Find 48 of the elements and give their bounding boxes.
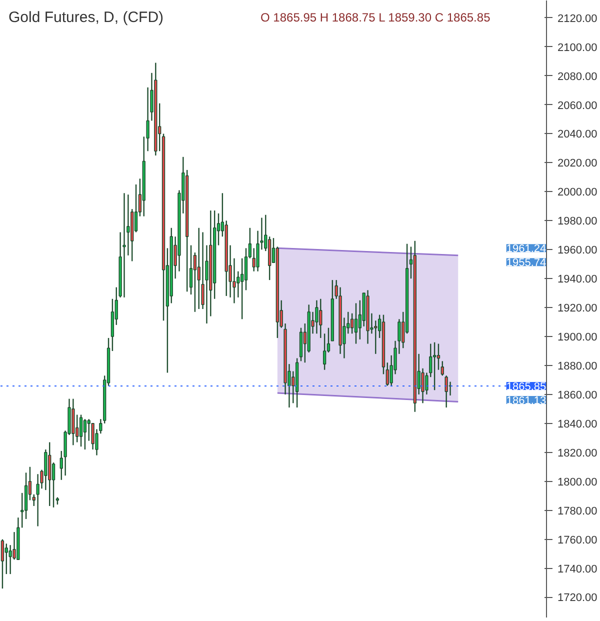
candlestick <box>122 192 126 298</box>
y-tick-label: 1880.00 <box>558 360 598 372</box>
y-tick-label: 1780.00 <box>558 505 598 518</box>
y-tick-label: 1960.00 <box>558 244 598 257</box>
y-tick-label: 2100.00 <box>558 42 598 54</box>
y-tick-label: 2020.00 <box>558 158 598 170</box>
y-tick-label: 1820.00 <box>558 447 598 460</box>
candlestick <box>4 543 8 575</box>
candlestick <box>440 360 444 376</box>
y-tick-label: 2000.00 <box>558 186 598 199</box>
candlestick <box>436 343 440 370</box>
text: Gold Futures, D, (CFD) <box>8 9 164 26</box>
y-tick-label: 1740.00 <box>558 563 598 576</box>
y-tick-label: 1920.00 <box>558 302 598 315</box>
candlestick <box>432 342 436 391</box>
y-tick-label: 1800.00 <box>558 476 598 488</box>
candlestick <box>444 375 448 408</box>
y-tick-label: 2060.00 <box>558 100 598 112</box>
candlestick <box>354 302 358 344</box>
candlestick <box>244 248 248 291</box>
candlestick <box>36 474 40 527</box>
y-tick-label: 1760.00 <box>558 534 598 546</box>
y-tick-label: 2080.00 <box>558 70 598 83</box>
annotation: 1861.13 <box>506 394 546 407</box>
y-tick-label: 1840.00 <box>558 418 598 430</box>
ref-line-label: 1865.85 <box>506 380 546 393</box>
candlestick <box>83 418 87 450</box>
y-tick-label: 2120.00 <box>558 12 598 25</box>
candlestick <box>0 538 4 590</box>
candlestick <box>197 227 200 310</box>
y-tick-label: 1900.00 <box>558 332 598 344</box>
candlestick <box>240 258 244 320</box>
candlestick <box>322 333 326 370</box>
candlestick <box>350 312 354 334</box>
y-tick-label: 1940.00 <box>558 274 598 286</box>
candlestick <box>315 300 318 334</box>
candlestick <box>189 244 193 296</box>
candlestick <box>252 248 256 272</box>
text: O 1865.95 H 1868.75 L 1859.30 C 1865.85 <box>260 10 491 24</box>
candlestick <box>319 298 322 339</box>
y-tick-label: 1720.00 <box>558 592 598 604</box>
candlestick <box>193 252 197 312</box>
y-tick-label: 2040.00 <box>558 128 598 141</box>
candlestick <box>8 544 12 575</box>
y-tick-label: 1860.00 <box>558 389 598 402</box>
candlestick <box>87 418 90 442</box>
y-tick-label: 1980.00 <box>558 216 598 228</box>
candlestick <box>79 414 83 448</box>
